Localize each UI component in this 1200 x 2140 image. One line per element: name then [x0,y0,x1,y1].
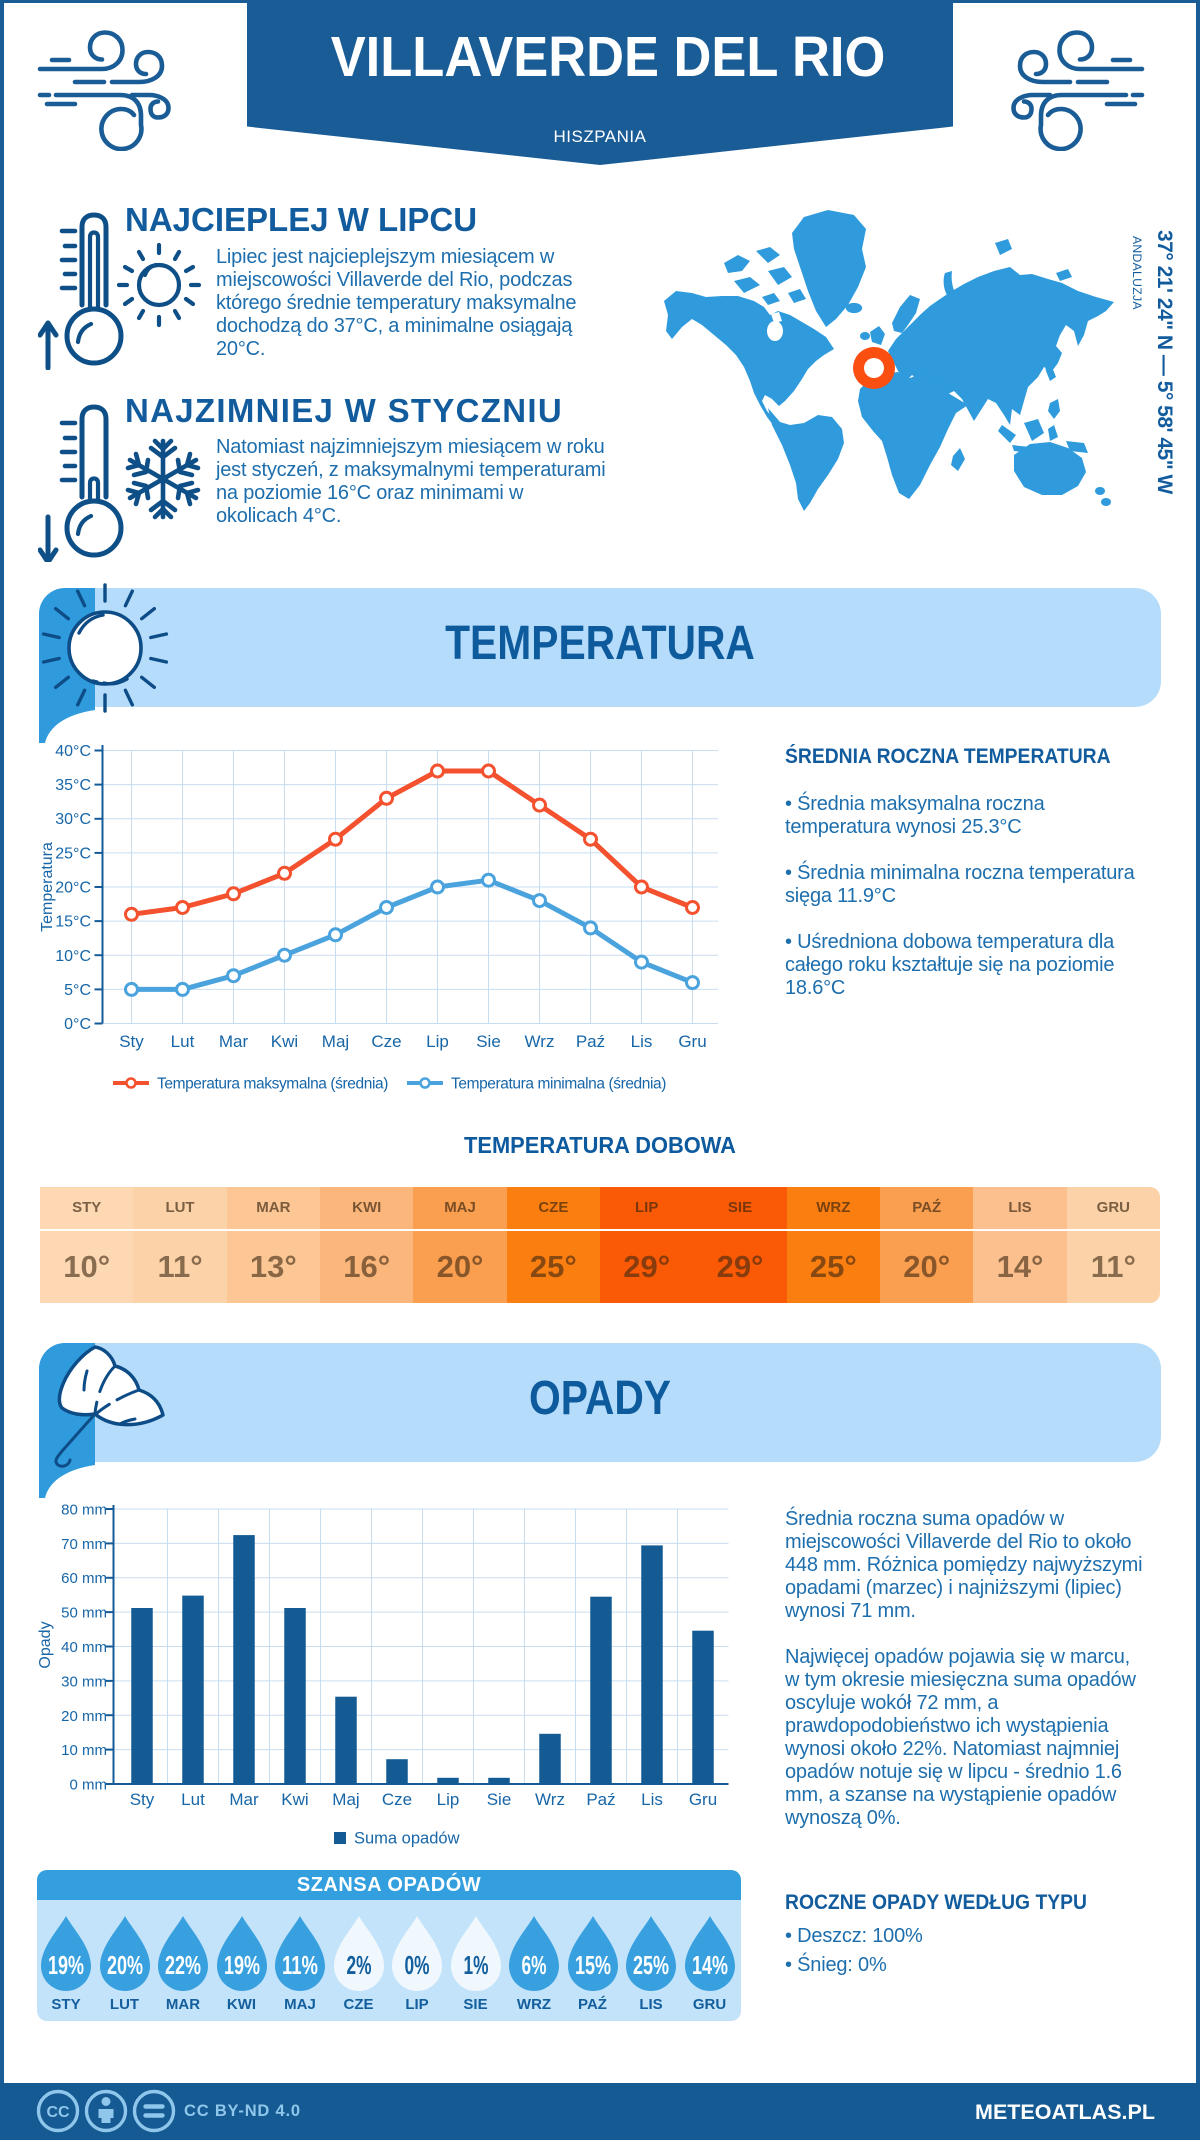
svg-text:15°C: 15°C [55,914,91,931]
svg-text:2%: 2% [346,1950,371,1980]
svg-text:Gru: Gru [689,1790,717,1809]
svg-text:Wrz: Wrz [535,1790,565,1809]
svg-text:Sie: Sie [487,1790,512,1809]
svg-text:40°C: 40°C [55,743,91,760]
svg-text:20 mm: 20 mm [61,1708,107,1725]
svg-text:Temperatura maksymalna (średni: Temperatura maksymalna (średnia) [157,1076,388,1093]
svg-text:40 mm: 40 mm [61,1639,107,1656]
svg-text:CC: CC [46,2104,70,2121]
svg-text:70 mm: 70 mm [61,1536,107,1553]
svg-text:Wrz: Wrz [525,1032,555,1051]
svg-text:14%: 14% [692,1950,728,1980]
svg-text:10°C: 10°C [55,948,91,965]
svg-text:Suma opadów: Suma opadów [354,1830,460,1848]
svg-text:Temperatura minimalna (średnia: Temperatura minimalna (średnia) [451,1076,666,1093]
svg-text:Sty: Sty [130,1790,155,1809]
svg-text:Kwi: Kwi [271,1032,298,1051]
svg-text:Cze: Cze [382,1790,412,1809]
svg-text:Temperatura: Temperatura [39,842,56,932]
svg-text:0%: 0% [405,1950,430,1980]
svg-text:15%: 15% [575,1950,611,1980]
svg-text:Lis: Lis [641,1790,663,1809]
svg-text:Maj: Maj [332,1790,359,1809]
svg-text:Sie: Sie [476,1032,501,1051]
svg-text:Kwi: Kwi [281,1790,308,1809]
svg-text:19%: 19% [224,1950,260,1980]
svg-text:30°C: 30°C [55,811,91,828]
svg-text:Sty: Sty [119,1032,144,1051]
svg-text:20°C: 20°C [55,880,91,897]
svg-text:Paź: Paź [576,1032,605,1051]
svg-text:Lut: Lut [171,1032,195,1051]
svg-text:1%: 1% [463,1950,488,1980]
svg-text:5°C: 5°C [64,982,91,999]
svg-text:Lis: Lis [631,1032,653,1051]
svg-text:60 mm: 60 mm [61,1570,107,1587]
svg-text:25%: 25% [633,1950,669,1980]
svg-text:22%: 22% [165,1950,201,1980]
svg-text:0 mm: 0 mm [70,1777,108,1794]
svg-text:20%: 20% [107,1950,143,1980]
svg-text:35°C: 35°C [55,777,91,794]
svg-text:Paź: Paź [586,1790,615,1809]
svg-text:80 mm: 80 mm [61,1502,107,1519]
svg-text:Cze: Cze [371,1032,401,1051]
svg-text:Mar: Mar [219,1032,249,1051]
svg-text:Lip: Lip [426,1032,449,1051]
svg-text:Maj: Maj [322,1032,349,1051]
svg-text:19%: 19% [48,1950,84,1980]
svg-text:6%: 6% [522,1950,547,1980]
svg-text:Lut: Lut [181,1790,205,1809]
svg-text:10 mm: 10 mm [61,1742,107,1759]
svg-text:25°C: 25°C [55,845,91,862]
svg-text:Mar: Mar [229,1790,259,1809]
svg-text:Opady: Opady [37,1621,54,1668]
svg-text:Lip: Lip [437,1790,460,1809]
svg-text:0°C: 0°C [64,1016,91,1033]
svg-text:Gru: Gru [678,1032,706,1051]
svg-text:30 mm: 30 mm [61,1673,107,1690]
svg-text:11%: 11% [282,1950,318,1980]
svg-text:50 mm: 50 mm [61,1605,107,1622]
